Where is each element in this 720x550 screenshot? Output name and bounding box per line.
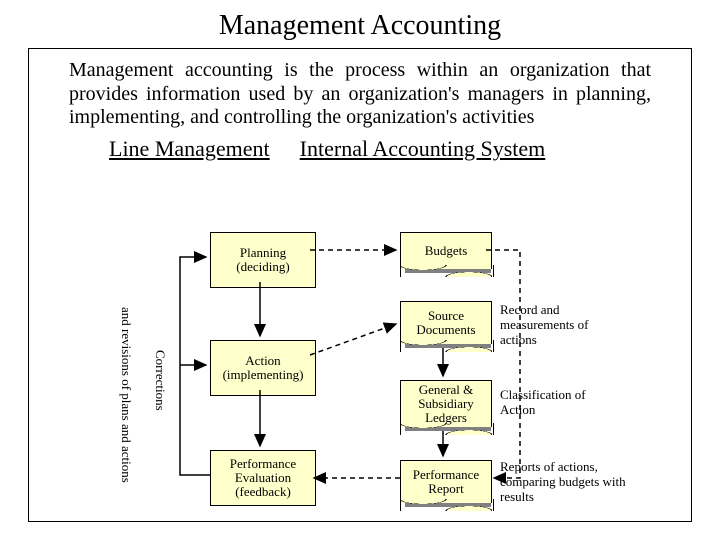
- arrows-layer: [0, 10, 720, 550]
